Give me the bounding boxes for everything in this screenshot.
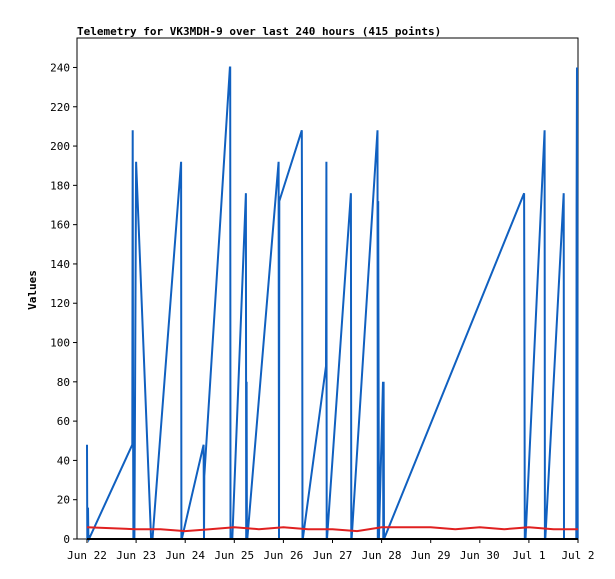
y-tick-label: 100: [50, 337, 70, 350]
x-tick-label: Jun 28: [362, 549, 402, 562]
chart-title: Telemetry for VK3MDH-9 over last 240 hou…: [77, 25, 441, 38]
x-tick-label: Jun 24: [165, 549, 205, 562]
x-tick-label: Jun 29: [411, 549, 451, 562]
y-tick-label: 240: [50, 61, 70, 74]
x-tick-label: Jun 26: [264, 549, 304, 562]
x-tick-label: Jul 1: [512, 549, 545, 562]
x-tick-label: Jun 27: [313, 549, 353, 562]
y-tick-label: 80: [57, 376, 70, 389]
y-axis-label: Values: [26, 270, 39, 310]
x-tick-label: Jul 2: [561, 549, 594, 562]
y-tick-label: 220: [50, 101, 70, 114]
x-tick-label: Jun 30: [460, 549, 500, 562]
x-axis: Jun 22 Jun 23 Jun 24 Jun 25 Jun 26 Jun 27 Jun …: [67, 539, 595, 562]
x-tick-label: Jun 25: [214, 549, 254, 562]
series-line-2: [86, 526, 578, 533]
y-axis: 0 20 40 60 80 100 120 140 160 180 200 220 240: [50, 61, 77, 546]
y-tick-label: 120: [50, 297, 70, 310]
y-tick-label: 0: [63, 533, 70, 546]
y-tick-label: 40: [57, 454, 70, 467]
y-tick-label: 160: [50, 219, 70, 232]
y-tick-label: 180: [50, 179, 70, 192]
y-tick-label: 20: [57, 494, 70, 507]
y-tick-label: 140: [50, 258, 70, 271]
y-tick-label: 200: [50, 140, 70, 153]
x-tick-label: Jun 22: [67, 549, 107, 562]
x-tick-label: Jun 23: [116, 549, 156, 562]
y-tick-label: 60: [57, 415, 70, 428]
